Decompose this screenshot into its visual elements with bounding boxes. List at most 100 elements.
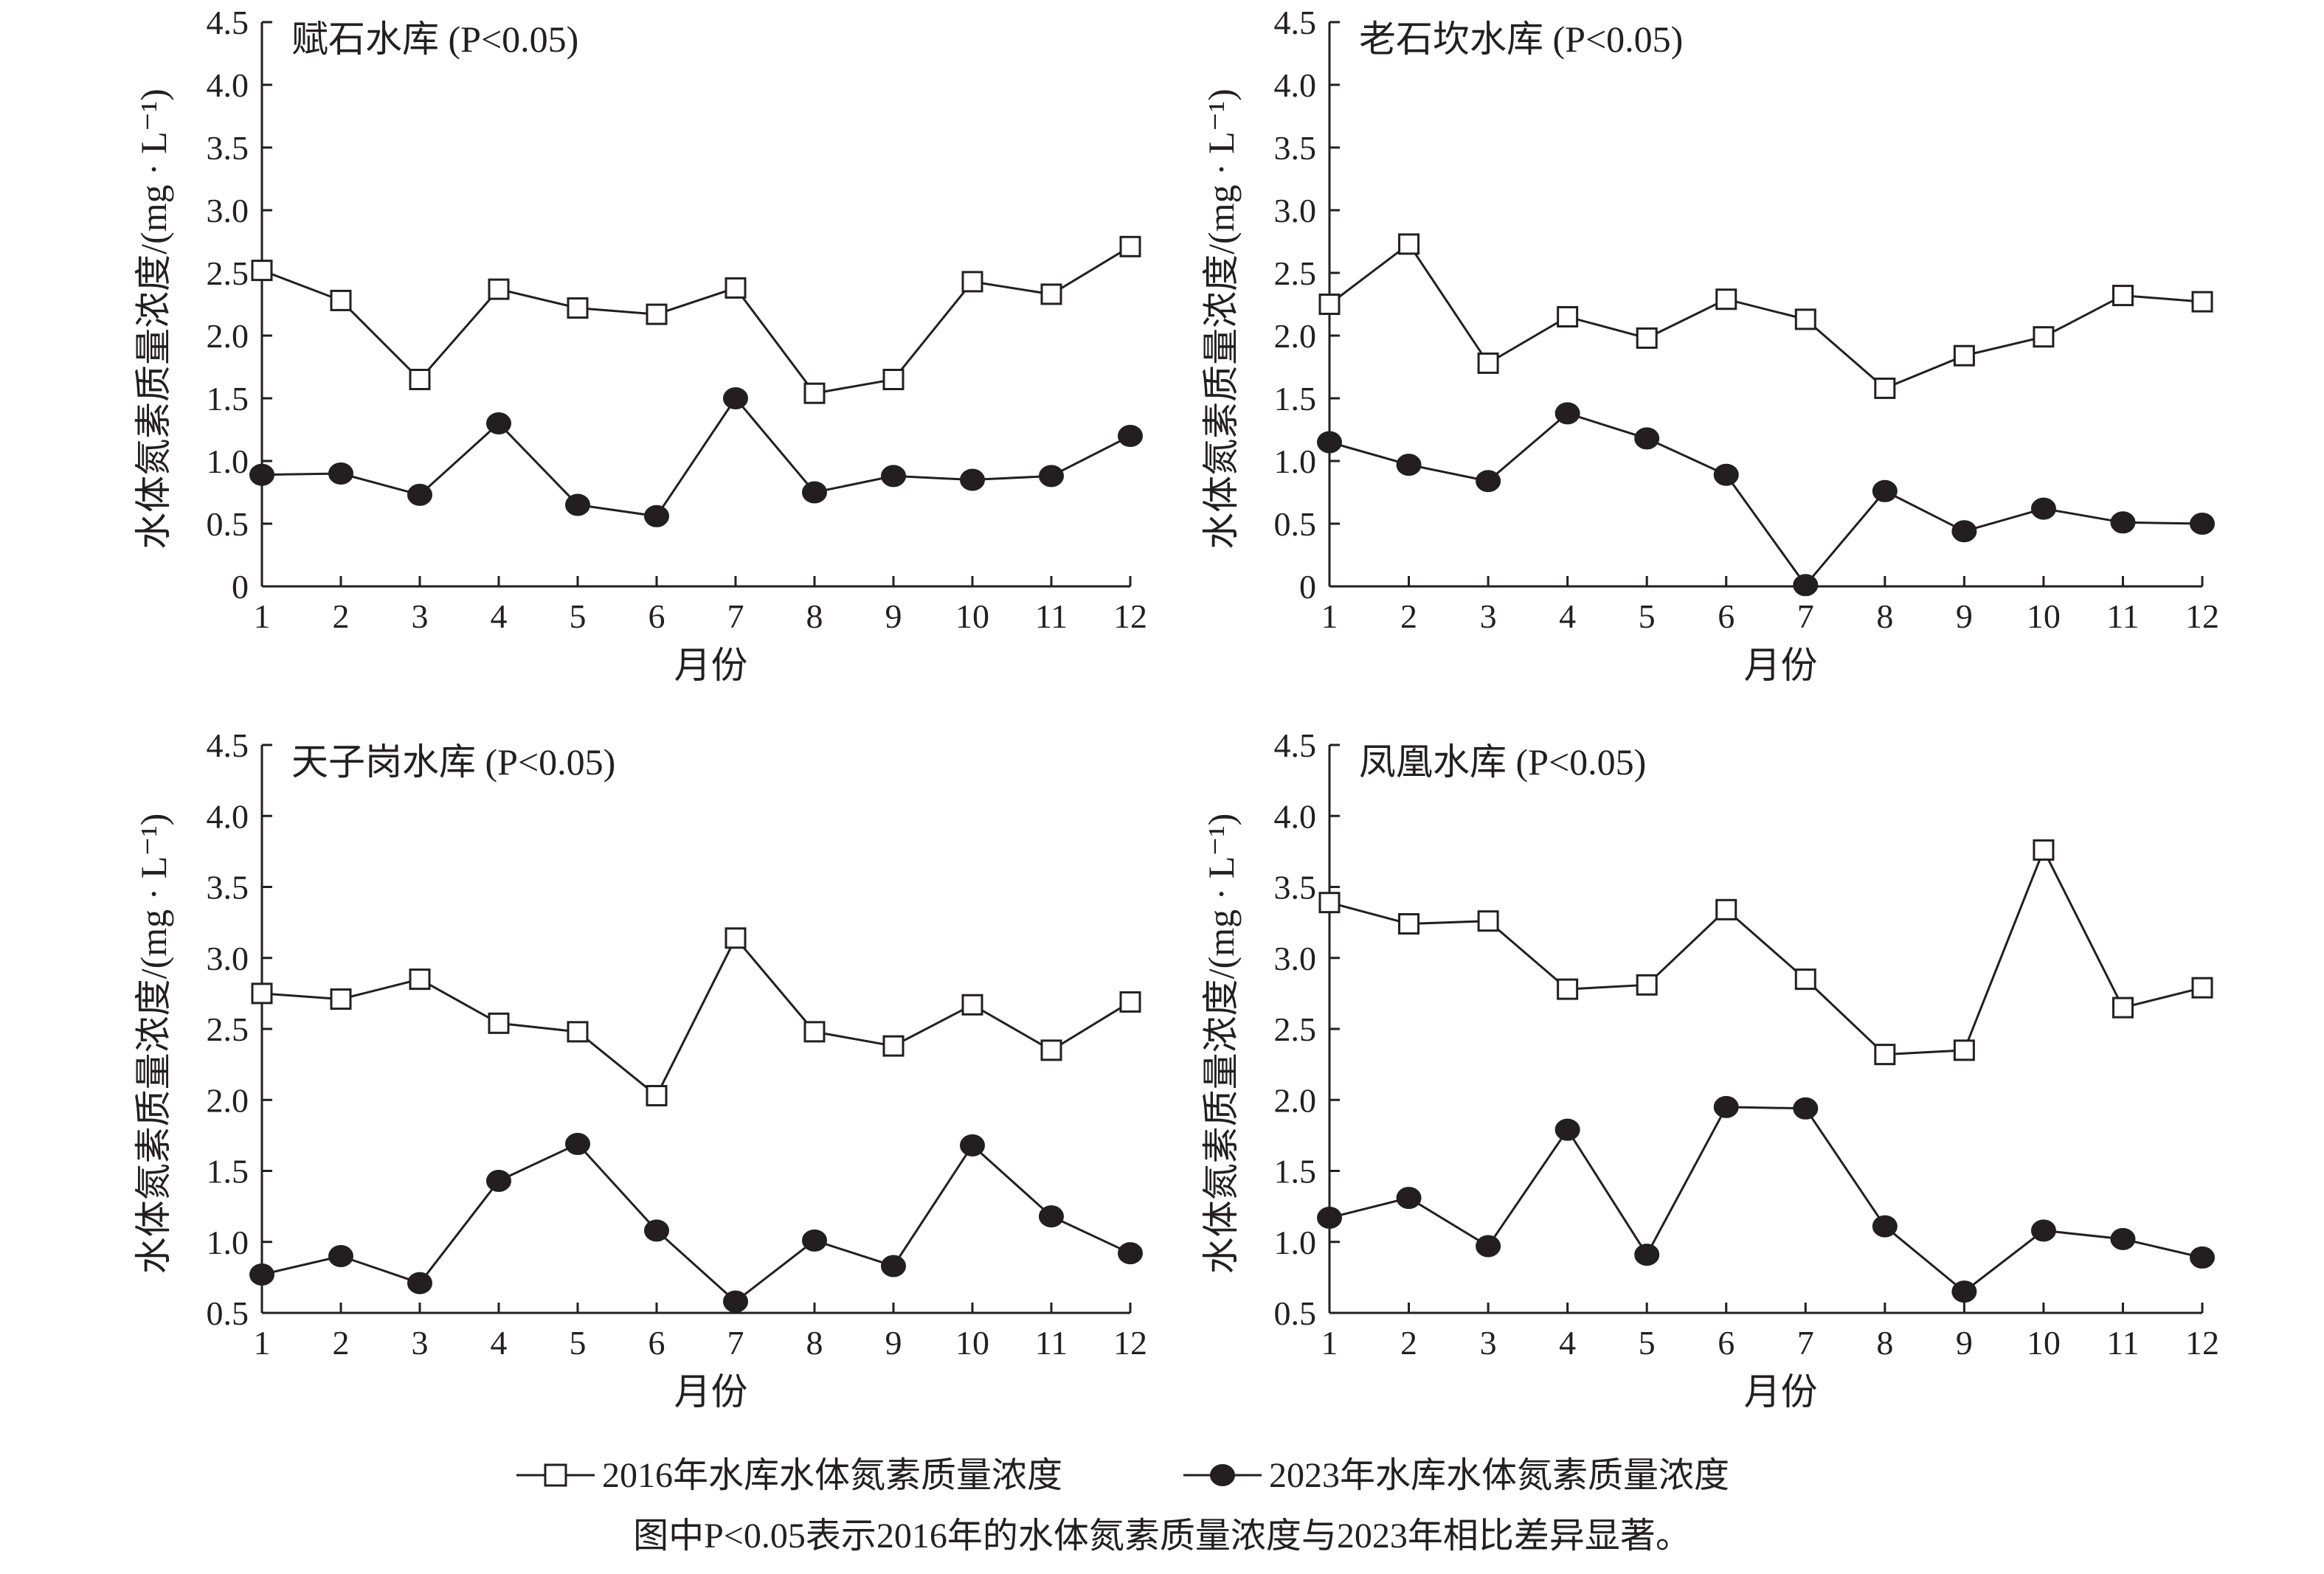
chart-panel-4: 0.51.01.52.02.53.03.54.04.51 2 3 4 5 6 7 8 9 10 11… (1200, 727, 2219, 1412)
x-tick-label: 12 (2185, 597, 2219, 635)
data-point-2016 (1398, 913, 1420, 935)
y-tick-label: 3.5 (1274, 869, 1317, 906)
data-point-2023 (2110, 511, 2136, 534)
x-tick-label: 2 (1400, 1324, 1417, 1362)
panel-title-name: 天子岗水库 (291, 741, 485, 783)
data-point-2023 (1713, 1095, 1739, 1118)
y-tick-label: 4.5 (1274, 727, 1317, 764)
x-tick-label: 7 (727, 597, 744, 635)
series-line-2016 (261, 246, 1131, 395)
series-line-2023 (261, 396, 1131, 518)
x-tick-label: 11 (2106, 1324, 2139, 1362)
data-point-2016 (1477, 910, 1499, 932)
x-tick-label: 10 (2027, 597, 2061, 635)
x-axis-title: 月份 (1744, 645, 1818, 686)
panel-title: 天子岗水库 (P<0.05) (291, 741, 615, 783)
y-tick-label: 3.0 (207, 192, 249, 229)
y-axis-title: 水体氮素质量浓度/(mg · L⁻¹) (1200, 814, 1242, 1275)
panel-significance: (P<0.05) (1516, 741, 1647, 783)
chart-panel-2: 00.51.01.52.02.53.03.54.04.51 2 3 4 5 6 7 8 9 10 1… (1200, 4, 2219, 686)
x-tick-label: 1 (254, 597, 271, 635)
data-point-2016 (2112, 996, 2134, 1019)
data-point-2023 (407, 1272, 432, 1294)
y-tick-label: 3.0 (207, 940, 249, 977)
legend-label-2016: 2016年水库水体氮素质量浓度 (602, 1456, 1062, 1495)
data-point-2016 (1318, 892, 1341, 914)
y-tick-label: 3.0 (1274, 192, 1317, 229)
x-tick-label: 3 (1480, 1324, 1497, 1362)
y-tick-label: 0.5 (1274, 505, 1317, 543)
filled-circle-marker-icon (1210, 1464, 1235, 1486)
data-point-2016 (409, 968, 431, 991)
y-tick-label: 4.0 (207, 66, 249, 104)
x-tick-label: 11 (1035, 1324, 1068, 1362)
x-tick-label: 4 (491, 1324, 508, 1362)
x-tick-label: 1 (254, 1324, 271, 1362)
data-point-2016 (2033, 326, 2055, 348)
data-point-2016 (567, 1021, 589, 1043)
x-tick-label: 2 (333, 1324, 350, 1362)
data-point-2023 (1039, 465, 1064, 488)
y-tick-label: 4.5 (207, 4, 249, 41)
figure-footnote: 图中P<0.05表示2016年的水体氮素质量浓度与2023年相比差异显著。 (633, 1516, 1691, 1556)
x-tick-label: 12 (1113, 597, 1147, 635)
series-line-2016 (1329, 242, 2203, 390)
legend-item-2016: 2016年水库水体氮素质量浓度 (516, 1456, 1062, 1495)
data-point-2023 (1872, 1215, 1898, 1238)
open-square-marker-icon (544, 1463, 567, 1487)
data-point-2016 (1398, 233, 1420, 255)
data-point-2023 (1713, 463, 1739, 486)
y-tick-label: 1.5 (207, 380, 249, 417)
x-tick-label: 11 (1035, 597, 1068, 635)
data-point-2016 (1636, 327, 1658, 349)
x-tick-label: 6 (1718, 597, 1735, 635)
x-tick-label: 10 (955, 597, 989, 635)
data-point-2016 (803, 382, 826, 404)
data-point-2023 (2190, 1246, 2215, 1269)
data-point-2023 (1396, 454, 1422, 476)
data-point-2016 (1715, 288, 1737, 311)
y-axis-title: 水体氮素质量浓度/(mg · L⁻¹) (1200, 89, 1242, 549)
data-point-2016 (1794, 308, 1816, 330)
data-point-2023 (1317, 1207, 1342, 1230)
x-tick-label: 6 (649, 1324, 665, 1362)
data-point-2016 (1040, 1039, 1062, 1061)
data-point-2016 (2191, 977, 2213, 999)
y-tick-label: 1.5 (1274, 1153, 1317, 1190)
y-tick-label: 0.5 (1274, 1294, 1317, 1332)
data-point-2023 (723, 387, 748, 409)
panel-title-name: 赋石水库 (291, 18, 449, 60)
data-point-2016 (330, 988, 352, 1010)
panel-significance: (P<0.05) (449, 18, 579, 60)
y-tick-label: 3.5 (1274, 129, 1317, 167)
data-point-2023 (1951, 1280, 1977, 1303)
y-tick-label: 1.5 (207, 1153, 249, 1190)
data-point-2023 (1476, 1235, 1501, 1258)
series-line-2023 (1329, 1106, 2203, 1294)
x-tick-label: 5 (570, 597, 587, 635)
data-point-2023 (328, 1245, 353, 1267)
x-tick-label: 10 (955, 1324, 989, 1362)
data-point-2016 (1040, 283, 1062, 305)
data-point-2023 (960, 1134, 985, 1157)
y-tick-label: 4.0 (1274, 797, 1317, 835)
x-tick-label: 3 (412, 597, 429, 635)
data-point-2016 (1953, 1039, 1975, 1061)
data-point-2023 (1872, 479, 1898, 502)
data-point-2023 (1793, 574, 1819, 597)
x-tick-label: 2 (1400, 597, 1417, 635)
data-point-2016 (1557, 306, 1579, 327)
data-point-2016 (1557, 978, 1579, 1000)
data-point-2023 (249, 463, 274, 486)
data-point-2023 (407, 483, 432, 506)
data-point-2023 (644, 1219, 669, 1242)
x-axis-title: 月份 (674, 645, 748, 686)
x-tick-label: 10 (2027, 1324, 2061, 1362)
data-point-2016 (803, 1021, 826, 1043)
data-point-2016 (961, 994, 983, 1016)
data-point-2023 (2030, 497, 2056, 520)
data-point-2023 (1793, 1097, 1819, 1120)
data-point-2016 (724, 927, 747, 949)
data-point-2023 (1317, 431, 1342, 454)
